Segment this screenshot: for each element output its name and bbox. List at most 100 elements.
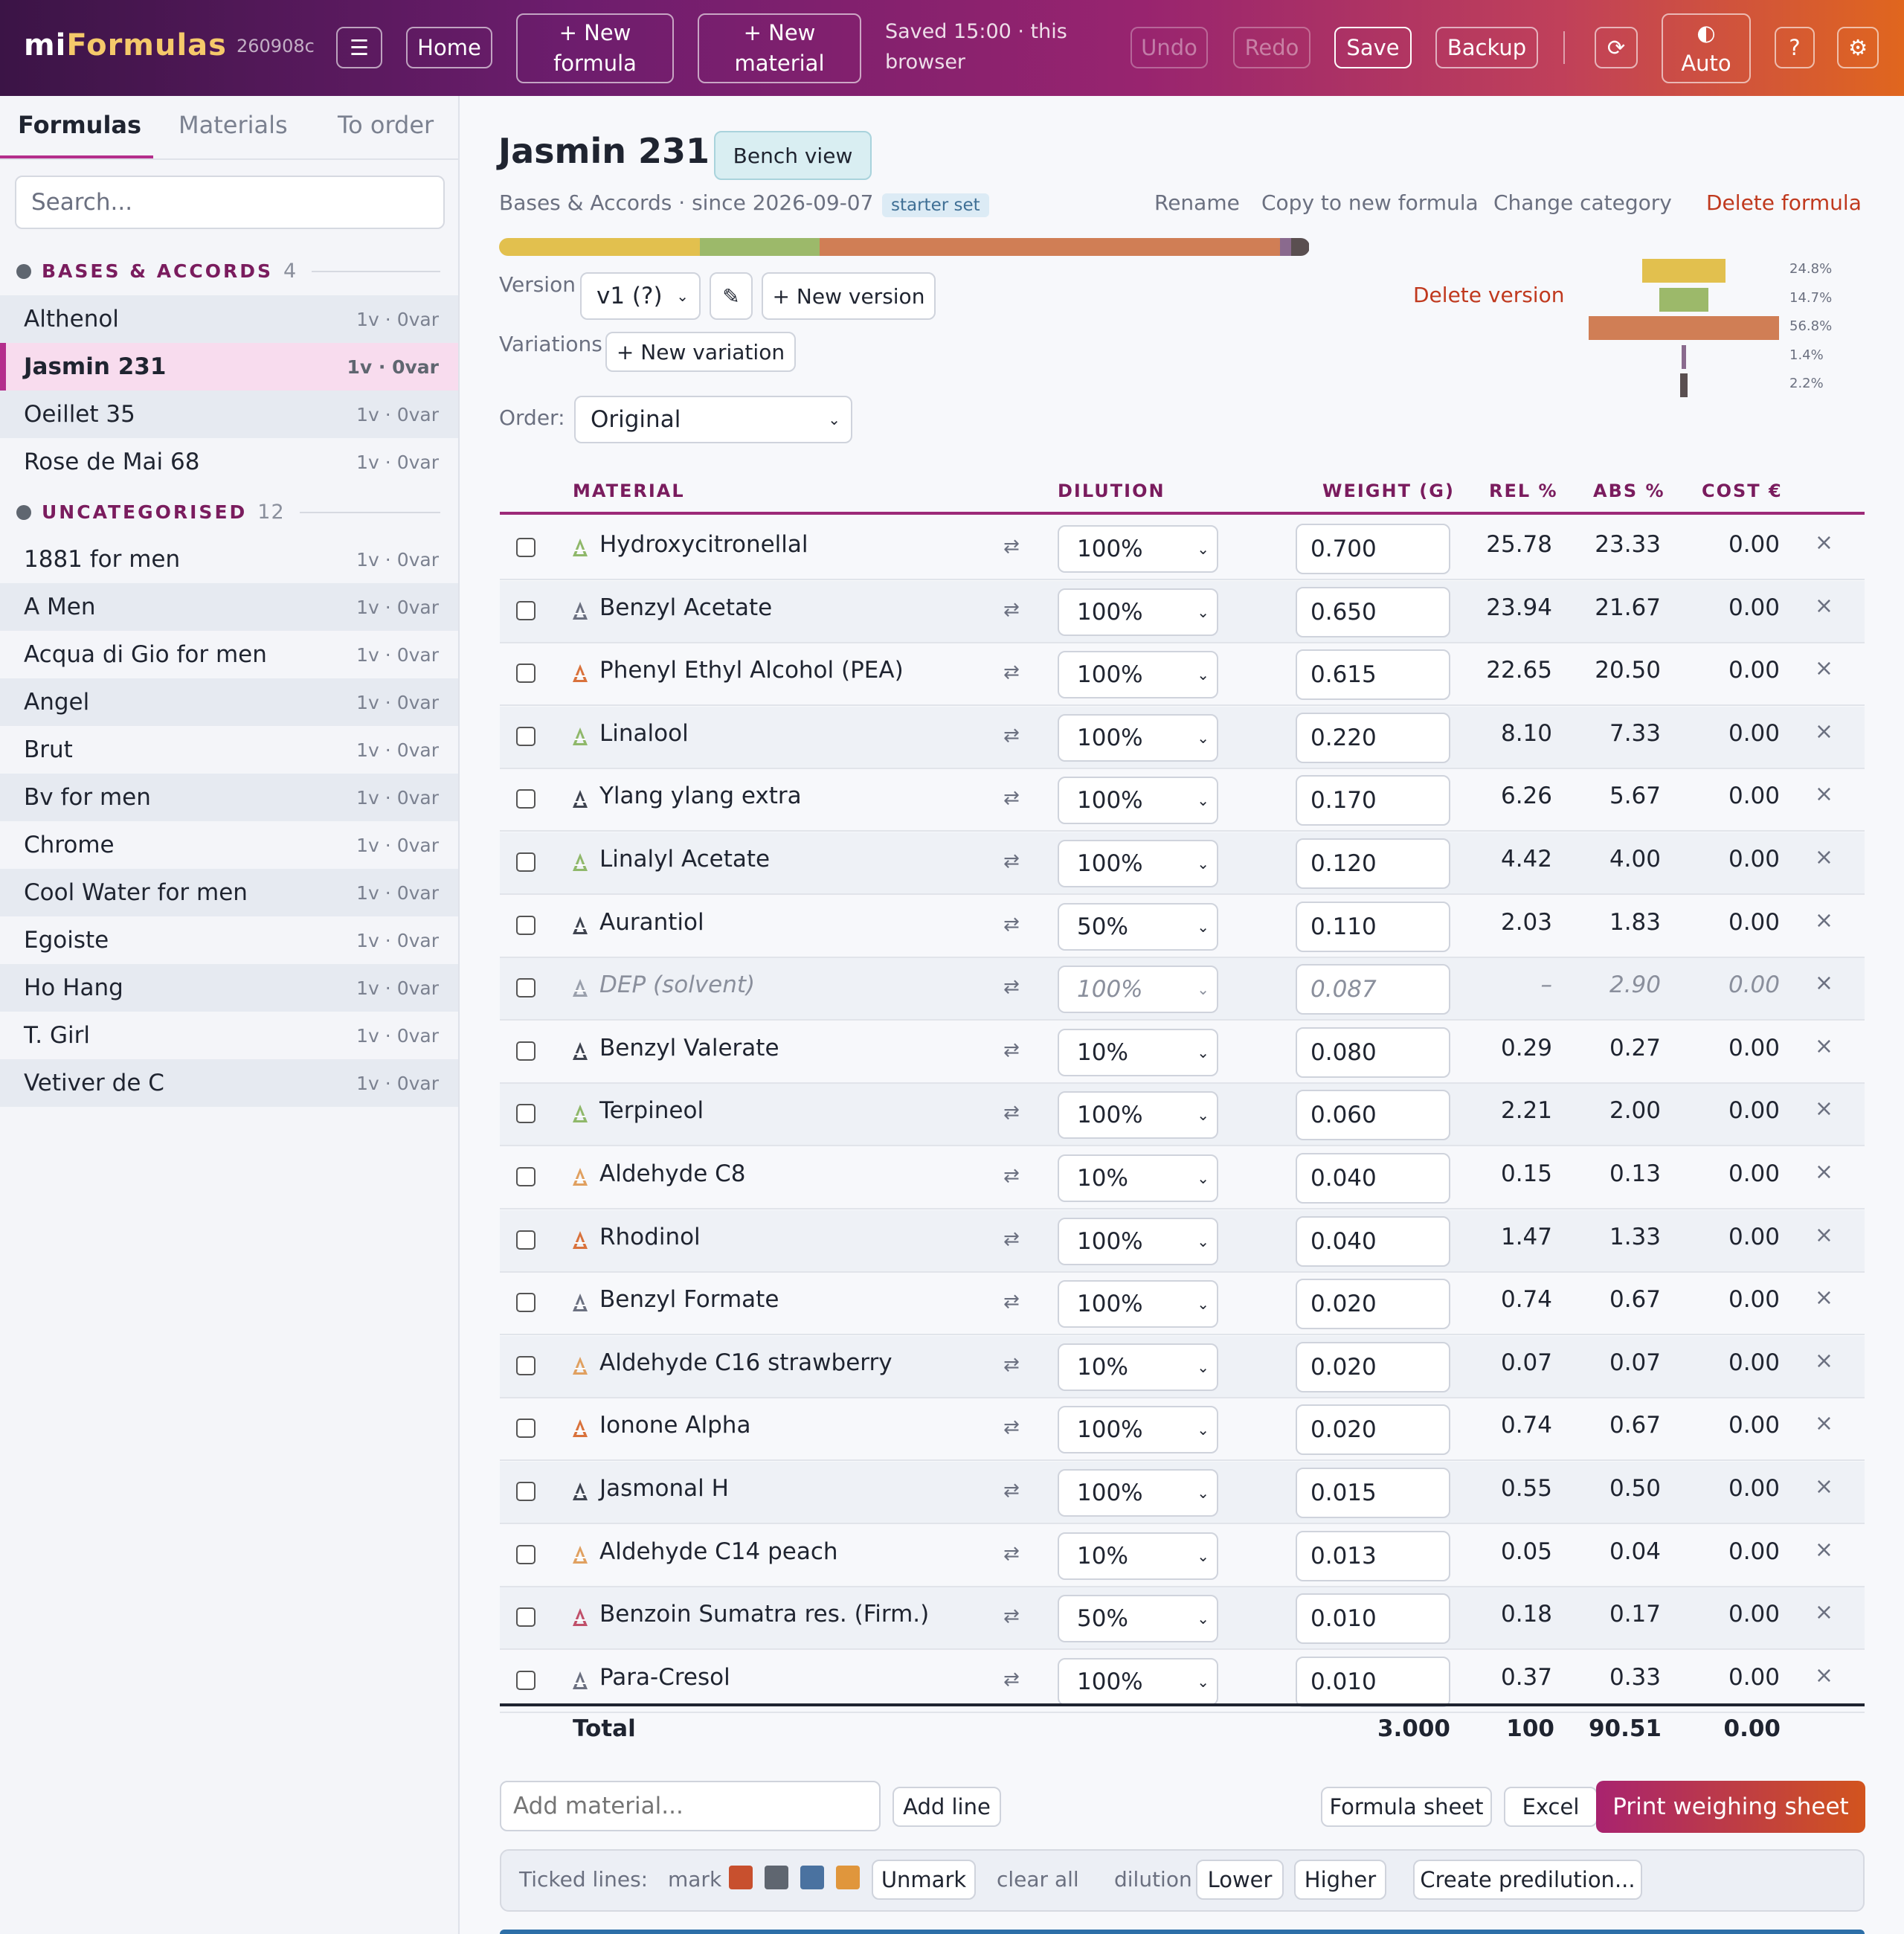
row-checkbox[interactable] bbox=[516, 1104, 536, 1124]
swap-icon[interactable]: ⇄ bbox=[1003, 787, 1020, 810]
weight-input[interactable]: 0.615 bbox=[1296, 649, 1450, 701]
tab-to-order[interactable]: To order bbox=[338, 111, 434, 139]
settings-icon[interactable]: ⚙ bbox=[1837, 27, 1879, 68]
sidebar-item-angel[interactable]: Angel 1v · 0var bbox=[0, 678, 458, 726]
formula-sheet-button[interactable]: Formula sheet bbox=[1321, 1787, 1492, 1827]
remove-row-icon[interactable]: × bbox=[1814, 1159, 1833, 1185]
rename-link[interactable]: Rename bbox=[1154, 190, 1240, 215]
sidebar-item-t-girl[interactable]: T. Girl 1v · 0var bbox=[24, 1022, 439, 1049]
theme-toggle[interactable]: ◐ Auto bbox=[1662, 13, 1751, 83]
dilution-select[interactable]: 100% ⌄ bbox=[1058, 777, 1218, 825]
row-checkbox[interactable] bbox=[516, 600, 536, 620]
row-checkbox[interactable] bbox=[516, 1167, 536, 1186]
weight-input[interactable]: 0.110 bbox=[1296, 901, 1450, 952]
new-formula-button[interactable]: + New formula bbox=[516, 13, 674, 83]
material-name[interactable]: Para-Cresol bbox=[599, 1663, 730, 1691]
excel-button[interactable]: Excel bbox=[1504, 1787, 1598, 1827]
remove-row-icon[interactable]: × bbox=[1814, 1285, 1833, 1311]
swap-icon[interactable]: ⇄ bbox=[1003, 536, 1020, 558]
col-material[interactable]: MATERIAL bbox=[573, 481, 685, 501]
swap-icon[interactable]: ⇄ bbox=[1003, 661, 1020, 684]
swap-icon[interactable]: ⇄ bbox=[1003, 850, 1020, 873]
swap-icon[interactable]: ⇄ bbox=[1003, 1102, 1020, 1125]
higher-dilution-button[interactable]: Higher bbox=[1294, 1860, 1386, 1900]
mark-color-grey[interactable] bbox=[765, 1866, 788, 1889]
weight-input[interactable]: 0.013 bbox=[1296, 1530, 1450, 1581]
search-input[interactable] bbox=[15, 176, 445, 229]
material-name[interactable]: Benzyl Acetate bbox=[599, 594, 773, 621]
weight-input[interactable]: 0.080 bbox=[1296, 1027, 1450, 1078]
dilution-select[interactable]: 100% ⌄ bbox=[1058, 1217, 1218, 1265]
remove-row-icon[interactable]: × bbox=[1814, 1221, 1833, 1248]
weight-input[interactable]: 0.010 bbox=[1296, 1656, 1450, 1707]
copy-formula-link[interactable]: Copy to new formula bbox=[1261, 190, 1479, 215]
row-checkbox[interactable] bbox=[516, 1293, 536, 1313]
sidebar-item-althenol[interactable]: Althenol 1v · 0var bbox=[0, 295, 458, 343]
tab-formulas[interactable]: Formulas bbox=[18, 111, 142, 139]
material-name[interactable]: Ylang ylang extra bbox=[599, 783, 802, 810]
weight-input[interactable]: 0.060 bbox=[1296, 1090, 1450, 1141]
row-checkbox[interactable] bbox=[516, 1482, 536, 1501]
menu-icon[interactable]: ☰ bbox=[336, 27, 382, 68]
sidebar-item-oeillet-35[interactable]: Oeillet 35 1v · 0var bbox=[0, 391, 458, 438]
dilution-select[interactable]: 100% ⌄ bbox=[1058, 966, 1218, 1014]
print-weighing-sheet-button[interactable]: Print weighing sheet bbox=[1596, 1781, 1865, 1833]
remove-row-icon[interactable]: × bbox=[1814, 1347, 1833, 1374]
sidebar-item-chrome[interactable]: Chrome 1v · 0var bbox=[24, 832, 439, 858]
version-select[interactable]: v1 (?) ⌄ bbox=[580, 272, 701, 320]
remove-row-icon[interactable]: × bbox=[1814, 781, 1833, 808]
add-material-input[interactable] bbox=[500, 1781, 881, 1831]
save-button[interactable]: Save bbox=[1334, 27, 1412, 68]
weight-input[interactable]: 0.120 bbox=[1296, 838, 1450, 889]
sidebar-item-vetiver-de-c[interactable]: Vetiver de C 1v · 0var bbox=[0, 1059, 458, 1107]
refresh-icon[interactable]: ⟳ bbox=[1595, 27, 1638, 68]
row-checkbox[interactable] bbox=[516, 1041, 536, 1061]
material-name[interactable]: Aldehyde C16 strawberry bbox=[599, 1349, 892, 1376]
category-header-bases[interactable]: BASES & ACCORDS 4 bbox=[16, 260, 440, 283]
weight-input[interactable]: 0.020 bbox=[1296, 1404, 1450, 1456]
remove-row-icon[interactable]: × bbox=[1814, 1536, 1833, 1563]
swap-icon[interactable]: ⇄ bbox=[1003, 1542, 1020, 1565]
dilution-select[interactable]: 50% ⌄ bbox=[1058, 902, 1218, 951]
dilution-select[interactable]: 10% ⌄ bbox=[1058, 1532, 1218, 1580]
sidebar-item-cool-water[interactable]: Cool Water for men 1v · 0var bbox=[0, 869, 458, 916]
weight-input[interactable]: 0.010 bbox=[1296, 1593, 1450, 1645]
home-button[interactable]: Home bbox=[406, 27, 492, 68]
sidebar-item-egoiste[interactable]: Egoiste 1v · 0var bbox=[24, 927, 439, 954]
material-name[interactable]: Phenyl Ethyl Alcohol (PEA) bbox=[599, 657, 904, 684]
sidebar-item-jasmin-231[interactable]: Jasmin 231 1v · 0var bbox=[0, 343, 458, 391]
row-checkbox[interactable] bbox=[516, 1230, 536, 1250]
row-checkbox[interactable] bbox=[516, 915, 536, 935]
swap-icon[interactable]: ⇄ bbox=[1003, 1038, 1020, 1061]
order-select[interactable]: Original ⌄ bbox=[574, 396, 852, 443]
delete-version-link[interactable]: Delete version bbox=[1413, 283, 1565, 307]
col-cost[interactable]: COST € bbox=[1702, 481, 1783, 501]
mark-color-red[interactable] bbox=[729, 1866, 753, 1889]
weight-input[interactable]: 0.700 bbox=[1296, 524, 1450, 574]
swap-icon[interactable]: ⇄ bbox=[1003, 1353, 1020, 1376]
remove-row-icon[interactable]: × bbox=[1814, 844, 1833, 870]
row-checkbox[interactable] bbox=[516, 538, 536, 557]
material-name[interactable]: Hydroxycitronellal bbox=[599, 531, 808, 558]
sidebar-item-rose-de-mai-68[interactable]: Rose de Mai 68 1v · 0var bbox=[24, 449, 439, 475]
dilution-select[interactable]: 10% ⌄ bbox=[1058, 1028, 1218, 1076]
mark-color-blue[interactable] bbox=[800, 1866, 824, 1889]
add-line-button[interactable]: Add line bbox=[892, 1787, 1001, 1827]
app-logo[interactable]: miFormulas bbox=[24, 28, 227, 62]
category-header-uncategorised[interactable]: UNCATEGORISED 12 bbox=[16, 501, 440, 524]
sidebar-item-bv-for-men[interactable]: Bv for men 1v · 0var bbox=[0, 774, 458, 821]
mark-color-orange[interactable] bbox=[836, 1866, 860, 1889]
material-name[interactable]: Linalool bbox=[599, 719, 689, 747]
remove-row-icon[interactable]: × bbox=[1814, 1662, 1833, 1689]
create-predilution-button[interactable]: Create predilution... bbox=[1413, 1860, 1642, 1900]
dilution-select[interactable]: 50% ⌄ bbox=[1058, 1595, 1218, 1643]
row-checkbox[interactable] bbox=[516, 1419, 536, 1439]
row-checkbox[interactable] bbox=[516, 978, 536, 998]
tab-materials[interactable]: Materials bbox=[178, 111, 288, 139]
material-name[interactable]: Benzoin Sumatra res. (Firm.) bbox=[599, 1601, 930, 1628]
edit-version-icon[interactable]: ✎ bbox=[710, 272, 753, 320]
dilution-select[interactable]: 10% ⌄ bbox=[1058, 1154, 1218, 1202]
swap-icon[interactable]: ⇄ bbox=[1003, 598, 1020, 621]
remove-row-icon[interactable]: × bbox=[1814, 718, 1833, 745]
remove-row-icon[interactable]: × bbox=[1814, 1474, 1833, 1500]
